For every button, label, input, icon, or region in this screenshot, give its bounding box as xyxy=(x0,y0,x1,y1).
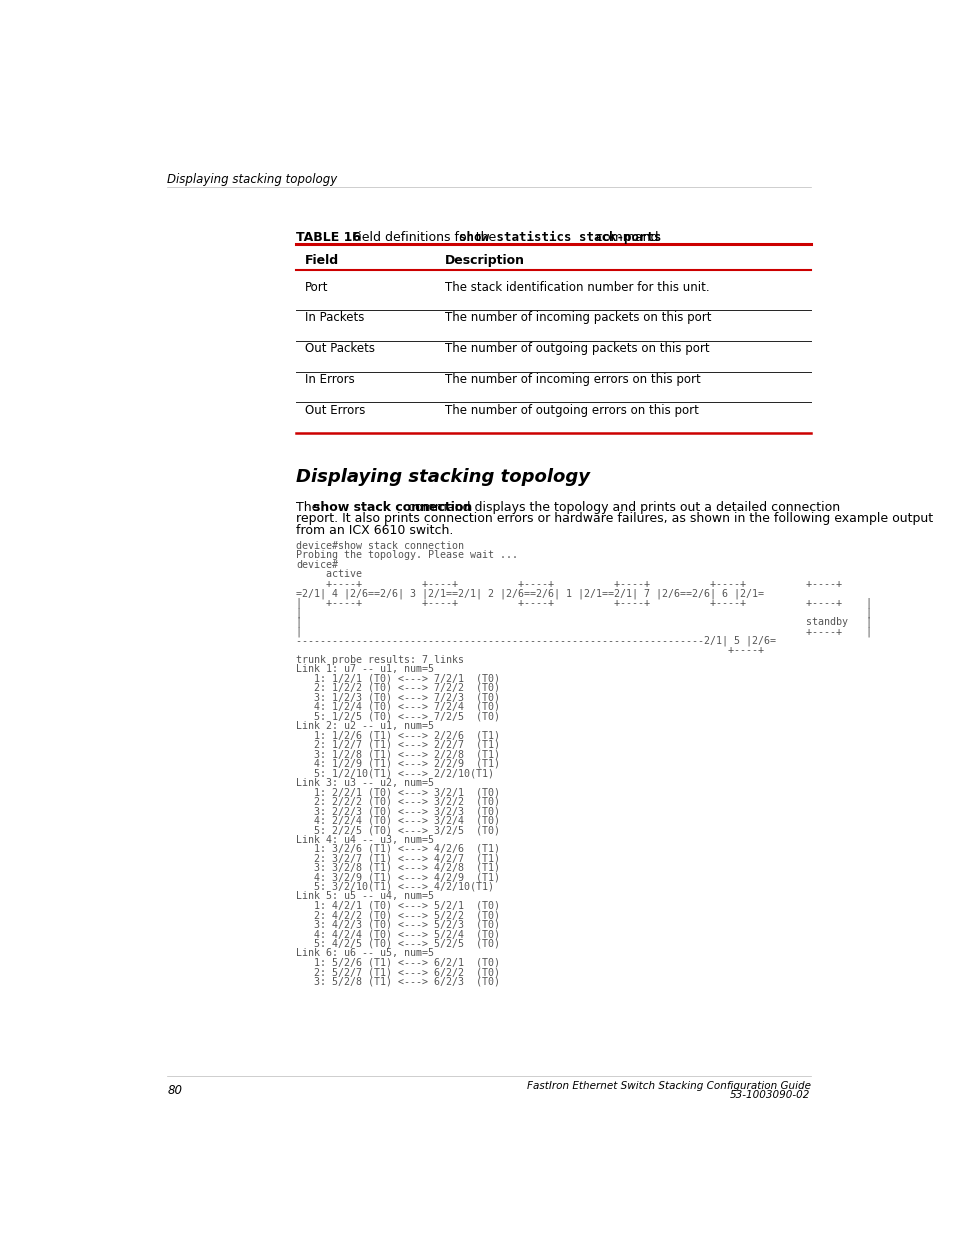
Text: 5: 3/2/10(T1) <---> 4/2/10(T1): 5: 3/2/10(T1) <---> 4/2/10(T1) xyxy=(295,882,494,892)
Text: =2/1| 4 |2/6==2/6| 3 |2/1==2/1| 2 |2/6==2/6| 1 |2/1==2/1| 7 |2/6==2/6| 6 |2/1=: =2/1| 4 |2/6==2/6| 3 |2/1==2/1| 2 |2/6==… xyxy=(295,588,763,599)
Text: 3: 4/2/3 (T0) <---> 5/2/3  (T0): 3: 4/2/3 (T0) <---> 5/2/3 (T0) xyxy=(295,920,499,930)
Text: 3: 2/2/3 (T0) <---> 3/2/3  (T0): 3: 2/2/3 (T0) <---> 3/2/3 (T0) xyxy=(295,806,499,816)
Text: The stack identification number for this unit.: The stack identification number for this… xyxy=(444,280,709,294)
Text: show stack connection: show stack connection xyxy=(313,501,472,514)
Text: 5: 1/2/10(T1) <---> 2/2/10(T1): 5: 1/2/10(T1) <---> 2/2/10(T1) xyxy=(295,768,494,778)
Text: |    +----+          +----+          +----+          +----+          +----+     : | +----+ +----+ +----+ +----+ +----+ xyxy=(295,598,871,608)
Text: 3: 3/2/8 (T1) <---> 4/2/8  (T1): 3: 3/2/8 (T1) <---> 4/2/8 (T1) xyxy=(295,863,499,873)
Text: Displaying stacking topology: Displaying stacking topology xyxy=(295,468,589,485)
Text: 2: 3/2/7 (T1) <---> 4/2/7  (T1): 2: 3/2/7 (T1) <---> 4/2/7 (T1) xyxy=(295,853,499,863)
Text: The number of incoming packets on this port: The number of incoming packets on this p… xyxy=(444,311,711,325)
Text: from an ICX 6610 switch.: from an ICX 6610 switch. xyxy=(295,524,453,537)
Text: Link 3: u3 -- u2, num=5: Link 3: u3 -- u2, num=5 xyxy=(295,778,434,788)
Text: 1: 1/2/6 (T1) <---> 2/2/6  (T1): 1: 1/2/6 (T1) <---> 2/2/6 (T1) xyxy=(295,730,499,740)
Text: |                                                                               : | xyxy=(295,616,871,627)
Text: FastIron Ethernet Switch Stacking Configuration Guide: FastIron Ethernet Switch Stacking Config… xyxy=(526,1081,810,1091)
Text: 80: 80 xyxy=(167,1084,182,1097)
Text: 3: 1/2/3 (T0) <---> 7/2/3  (T0): 3: 1/2/3 (T0) <---> 7/2/3 (T0) xyxy=(295,693,499,703)
Text: 3: 5/2/8 (T1) <---> 6/2/3  (T0): 3: 5/2/8 (T1) <---> 6/2/3 (T0) xyxy=(295,977,499,987)
Text: Link 6: u6 -- u5, num=5: Link 6: u6 -- u5, num=5 xyxy=(295,948,434,958)
Text: Out Errors: Out Errors xyxy=(305,404,365,417)
Text: In Errors: In Errors xyxy=(305,373,355,387)
Text: +----+          +----+          +----+          +----+          +----+          : +----+ +----+ +----+ +----+ +----+ xyxy=(295,579,841,589)
Text: 3: 1/2/8 (T1) <---> 2/2/8  (T1): 3: 1/2/8 (T1) <---> 2/2/8 (T1) xyxy=(295,750,499,760)
Text: device#show stack connection: device#show stack connection xyxy=(295,541,463,551)
Text: --------------------------------------------------------------------2/1| 5 |2/6=: ----------------------------------------… xyxy=(295,636,775,646)
Text: Out Packets: Out Packets xyxy=(305,342,375,356)
Text: The number of outgoing packets on this port: The number of outgoing packets on this p… xyxy=(444,342,709,356)
Text: 2: 4/2/2 (T0) <---> 5/2/2  (T0): 2: 4/2/2 (T0) <---> 5/2/2 (T0) xyxy=(295,910,499,920)
Text: 5: 4/2/5 (T0) <---> 5/2/5  (T0): 5: 4/2/5 (T0) <---> 5/2/5 (T0) xyxy=(295,939,499,948)
Text: In Packets: In Packets xyxy=(305,311,364,325)
Text: 4: 1/2/9 (T1) <---> 2/2/9  (T1): 4: 1/2/9 (T1) <---> 2/2/9 (T1) xyxy=(295,758,499,768)
Text: The number of incoming errors on this port: The number of incoming errors on this po… xyxy=(444,373,700,387)
Text: active: active xyxy=(295,569,361,579)
Text: Probing the topology. Please wait ...: Probing the topology. Please wait ... xyxy=(295,551,517,561)
Text: 1: 4/2/1 (T0) <---> 5/2/1  (T0): 1: 4/2/1 (T0) <---> 5/2/1 (T0) xyxy=(295,900,499,910)
Text: +----+: +----+ xyxy=(295,645,763,655)
Text: 2: 1/2/2 (T0) <---> 7/2/2  (T0): 2: 1/2/2 (T0) <---> 7/2/2 (T0) xyxy=(295,683,499,693)
Text: 5: 2/2/5 (T0) <---> 3/2/5  (T0): 5: 2/2/5 (T0) <---> 3/2/5 (T0) xyxy=(295,825,499,835)
Text: Port: Port xyxy=(305,280,329,294)
Text: report. It also prints connection errors or hardware failures, as shown in the f: report. It also prints connection errors… xyxy=(295,513,932,525)
Text: 5: 1/2/5 (T0) <---> 7/2/5  (T0): 5: 1/2/5 (T0) <---> 7/2/5 (T0) xyxy=(295,711,499,721)
Text: show statistics stack-ports: show statistics stack-ports xyxy=(458,231,660,245)
Text: Link 5: u5 -- u4, num=5: Link 5: u5 -- u4, num=5 xyxy=(295,892,434,902)
Text: Field: Field xyxy=(305,253,339,267)
Text: |                                                                               : | xyxy=(295,608,871,618)
Text: 1: 5/2/6 (T1) <---> 6/2/1  (T0): 1: 5/2/6 (T1) <---> 6/2/1 (T0) xyxy=(295,957,499,968)
Text: The number of outgoing errors on this port: The number of outgoing errors on this po… xyxy=(444,404,698,417)
Text: Link 1: u7 -- u1, num=5: Link 1: u7 -- u1, num=5 xyxy=(295,664,434,674)
Text: 4: 1/2/4 (T0) <---> 7/2/4  (T0): 4: 1/2/4 (T0) <---> 7/2/4 (T0) xyxy=(295,701,499,711)
Text: Description: Description xyxy=(444,253,524,267)
Text: 53-1003090-02: 53-1003090-02 xyxy=(729,1091,810,1100)
Text: 1: 3/2/6 (T1) <---> 4/2/6  (T1): 1: 3/2/6 (T1) <---> 4/2/6 (T1) xyxy=(295,844,499,853)
Text: 1: 1/2/1 (T0) <---> 7/2/1  (T0): 1: 1/2/1 (T0) <---> 7/2/1 (T0) xyxy=(295,673,499,683)
Text: Field definitions for the: Field definitions for the xyxy=(344,231,499,245)
Text: 4: 4/2/4 (T0) <---> 5/2/4  (T0): 4: 4/2/4 (T0) <---> 5/2/4 (T0) xyxy=(295,929,499,939)
Text: 4: 3/2/9 (T1) <---> 4/2/9  (T1): 4: 3/2/9 (T1) <---> 4/2/9 (T1) xyxy=(295,872,499,882)
Text: TABLE 16: TABLE 16 xyxy=(295,231,360,245)
Text: Link 2: u2 -- u1, num=5: Link 2: u2 -- u1, num=5 xyxy=(295,721,434,731)
Text: command: command xyxy=(592,231,658,245)
Text: 2: 5/2/7 (T1) <---> 6/2/2  (T0): 2: 5/2/7 (T1) <---> 6/2/2 (T0) xyxy=(295,967,499,977)
Text: |                                                                               : | xyxy=(295,626,871,636)
Text: 4: 2/2/4 (T0) <---> 3/2/4  (T0): 4: 2/2/4 (T0) <---> 3/2/4 (T0) xyxy=(295,815,499,825)
Text: command displays the topology and prints out a detailed connection: command displays the topology and prints… xyxy=(404,501,840,514)
Text: 1: 2/2/1 (T0) <---> 3/2/1  (T0): 1: 2/2/1 (T0) <---> 3/2/1 (T0) xyxy=(295,787,499,797)
Text: 2: 2/2/2 (T0) <---> 3/2/2  (T0): 2: 2/2/2 (T0) <---> 3/2/2 (T0) xyxy=(295,797,499,806)
Text: The: The xyxy=(295,501,323,514)
Text: trunk probe results: 7 links: trunk probe results: 7 links xyxy=(295,655,463,664)
Text: Displaying stacking topology: Displaying stacking topology xyxy=(167,173,337,185)
Text: device#: device# xyxy=(295,559,337,569)
Text: 2: 1/2/7 (T1) <---> 2/2/7  (T1): 2: 1/2/7 (T1) <---> 2/2/7 (T1) xyxy=(295,740,499,750)
Text: Link 4: u4 -- u3, num=5: Link 4: u4 -- u3, num=5 xyxy=(295,835,434,845)
